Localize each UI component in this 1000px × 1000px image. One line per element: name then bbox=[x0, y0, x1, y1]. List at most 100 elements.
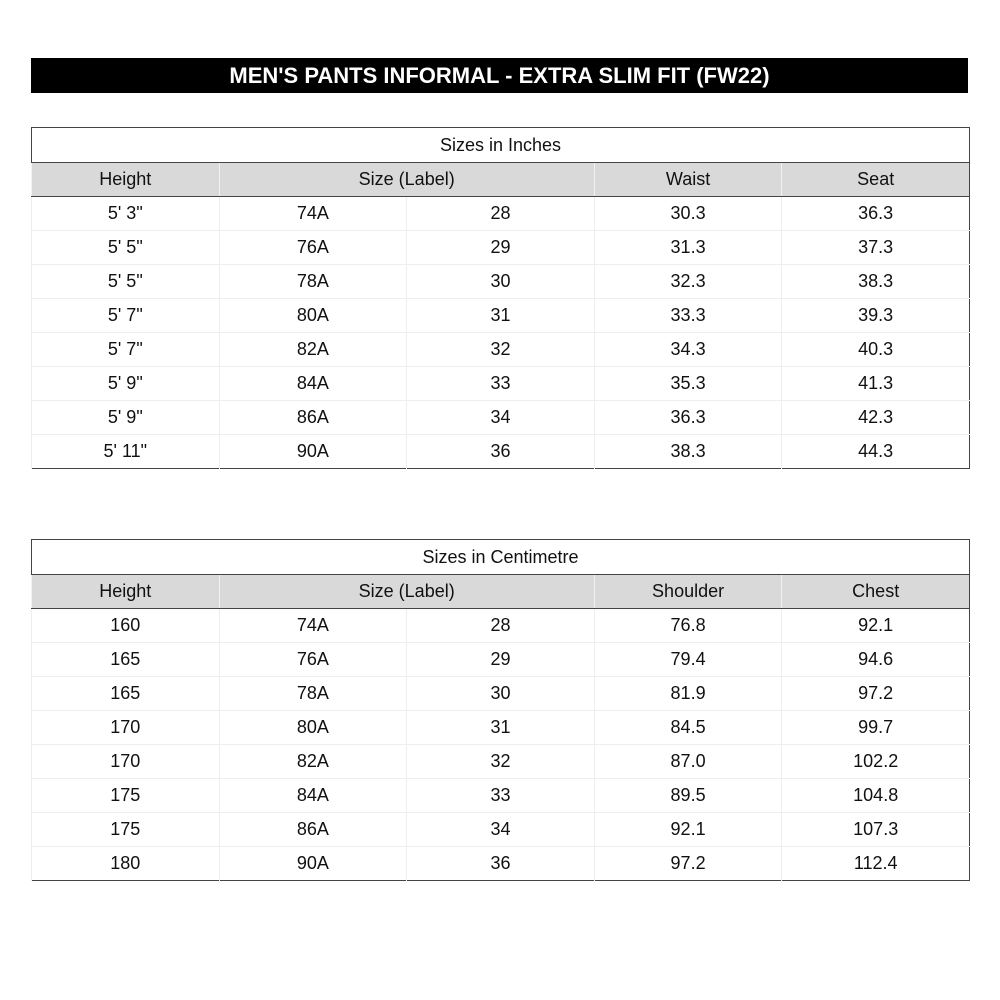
table-cell: 31.3 bbox=[593, 230, 782, 265]
table-cell: 31 bbox=[406, 710, 595, 745]
column-header: Waist bbox=[593, 162, 782, 197]
table-cell: 102.2 bbox=[781, 744, 970, 779]
table-cell: 35.3 bbox=[593, 366, 782, 401]
table-cell: 34 bbox=[406, 400, 595, 435]
table-cell: 89.5 bbox=[593, 778, 782, 813]
table-row: 165 78A 30 81.9 97.2 bbox=[31, 676, 970, 711]
table-cell: 76.8 bbox=[593, 608, 782, 643]
table-cell: 180 bbox=[31, 846, 220, 881]
table-cell: 170 bbox=[31, 710, 220, 745]
table-cell: 87.0 bbox=[593, 744, 782, 779]
table-cell: 36 bbox=[406, 846, 595, 881]
page-title: MEN'S PANTS INFORMAL - EXTRA SLIM FIT (F… bbox=[31, 58, 968, 93]
table-cell: 32 bbox=[406, 332, 595, 367]
table-cell: 92.1 bbox=[593, 812, 782, 847]
table-cell: 30.3 bbox=[593, 196, 782, 231]
table-cell: 175 bbox=[31, 778, 220, 813]
table-row: 5' 7" 80A 31 33.3 39.3 bbox=[31, 298, 970, 333]
table-cell: 32 bbox=[406, 744, 595, 779]
size-table-centimetre: Sizes in Centimetre Height Size (Label) Sho… bbox=[31, 539, 970, 881]
table-cell: 74A bbox=[218, 196, 407, 231]
table-row: 5' 9" 86A 34 36.3 42.3 bbox=[31, 400, 970, 435]
column-header: Seat bbox=[781, 162, 970, 197]
table-cell: 39.3 bbox=[781, 298, 970, 333]
table-cell: 33 bbox=[406, 778, 595, 813]
column-header: Size (Label) bbox=[218, 574, 595, 609]
table-cell: 36.3 bbox=[593, 400, 782, 435]
table-cell: 80A bbox=[218, 298, 407, 333]
table-cell: 160 bbox=[31, 608, 220, 643]
table-cell: 107.3 bbox=[781, 812, 970, 847]
column-header: Height bbox=[31, 574, 220, 609]
table-caption: Sizes in Inches bbox=[31, 127, 970, 163]
table-row: 5' 11" 90A 36 38.3 44.3 bbox=[31, 434, 970, 469]
column-header: Chest bbox=[781, 574, 970, 609]
table-cell: 170 bbox=[31, 744, 220, 779]
table-row: 165 76A 29 79.4 94.6 bbox=[31, 642, 970, 677]
size-table-inches: Sizes in Inches Height Size (Label) Waist Se… bbox=[31, 127, 970, 469]
table-cell: 76A bbox=[218, 230, 407, 265]
table-cell: 80A bbox=[218, 710, 407, 745]
table-cell: 165 bbox=[31, 676, 220, 711]
table-cell: 76A bbox=[218, 642, 407, 677]
table-cell: 41.3 bbox=[781, 366, 970, 401]
table-cell: 36 bbox=[406, 434, 595, 469]
table-row: 175 84A 33 89.5 104.8 bbox=[31, 778, 970, 813]
table-caption: Sizes in Centimetre bbox=[31, 539, 970, 575]
table-cell: 112.4 bbox=[781, 846, 970, 881]
table-cell: 40.3 bbox=[781, 332, 970, 367]
table-cell: 82A bbox=[218, 744, 407, 779]
table-row: 5' 5" 78A 30 32.3 38.3 bbox=[31, 264, 970, 299]
table-cell: 175 bbox=[31, 812, 220, 847]
table-row: 160 74A 28 76.8 92.1 bbox=[31, 608, 970, 643]
table-cell: 81.9 bbox=[593, 676, 782, 711]
table-cell: 79.4 bbox=[593, 642, 782, 677]
table-row: 170 80A 31 84.5 99.7 bbox=[31, 710, 970, 745]
table-cell: 5' 7" bbox=[31, 332, 220, 367]
table-row: 175 86A 34 92.1 107.3 bbox=[31, 812, 970, 847]
table-cell: 38.3 bbox=[781, 264, 970, 299]
table-cell: 42.3 bbox=[781, 400, 970, 435]
table-row: 5' 3" 74A 28 30.3 36.3 bbox=[31, 196, 970, 231]
table-cell: 97.2 bbox=[593, 846, 782, 881]
table-cell: 5' 9" bbox=[31, 400, 220, 435]
table-cell: 5' 5" bbox=[31, 264, 220, 299]
table-cell: 32.3 bbox=[593, 264, 782, 299]
table-cell: 29 bbox=[406, 230, 595, 265]
table-cell: 99.7 bbox=[781, 710, 970, 745]
table-cell: 44.3 bbox=[781, 434, 970, 469]
table-row: 5' 7" 82A 32 34.3 40.3 bbox=[31, 332, 970, 367]
table-cell: 94.6 bbox=[781, 642, 970, 677]
table-cell: 78A bbox=[218, 676, 407, 711]
table-cell: 31 bbox=[406, 298, 595, 333]
table-cell: 37.3 bbox=[781, 230, 970, 265]
table-cell: 84.5 bbox=[593, 710, 782, 745]
table-cell: 92.1 bbox=[781, 608, 970, 643]
table-cell: 29 bbox=[406, 642, 595, 677]
table-cell: 33 bbox=[406, 366, 595, 401]
table-row: 5' 9" 84A 33 35.3 41.3 bbox=[31, 366, 970, 401]
table-cell: 5' 11" bbox=[31, 434, 220, 469]
table-row: 180 90A 36 97.2 112.4 bbox=[31, 846, 970, 881]
table-cell: 90A bbox=[218, 846, 407, 881]
table-cell: 38.3 bbox=[593, 434, 782, 469]
table-cell: 104.8 bbox=[781, 778, 970, 813]
table-cell: 5' 3" bbox=[31, 196, 220, 231]
table-cell: 30 bbox=[406, 676, 595, 711]
column-header: Size (Label) bbox=[218, 162, 595, 197]
table-cell: 34 bbox=[406, 812, 595, 847]
table-cell: 90A bbox=[218, 434, 407, 469]
table-cell: 84A bbox=[218, 778, 407, 813]
table-cell: 74A bbox=[218, 608, 407, 643]
table-cell: 78A bbox=[218, 264, 407, 299]
table-cell: 5' 5" bbox=[31, 230, 220, 265]
table-cell: 28 bbox=[406, 608, 595, 643]
table-cell: 86A bbox=[218, 812, 407, 847]
column-header: Height bbox=[31, 162, 220, 197]
table-cell: 84A bbox=[218, 366, 407, 401]
table-cell: 34.3 bbox=[593, 332, 782, 367]
table-cell: 28 bbox=[406, 196, 595, 231]
table-cell: 33.3 bbox=[593, 298, 782, 333]
column-header: Shoulder bbox=[593, 574, 782, 609]
table-cell: 30 bbox=[406, 264, 595, 299]
